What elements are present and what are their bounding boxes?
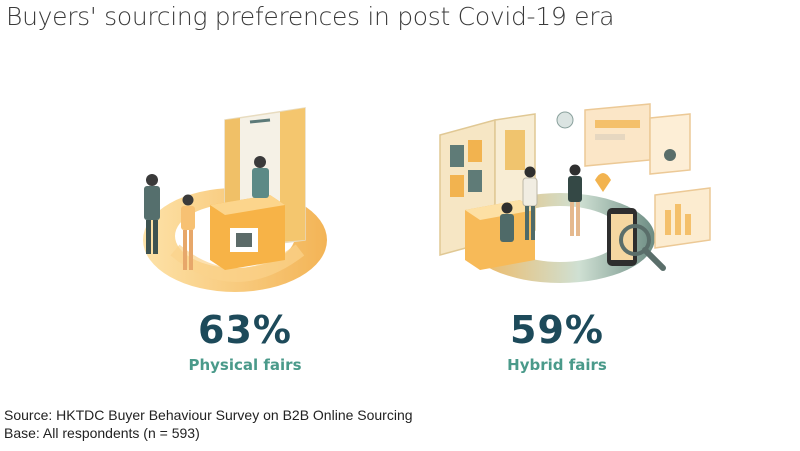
stat-label: Physical fairs bbox=[188, 356, 302, 374]
stat-physical-fairs: 63% Physical fairs bbox=[150, 310, 340, 374]
page-title: Buyers' sourcing preferences in post Cov… bbox=[6, 2, 615, 31]
footer-notes: Source: HKTDC Buyer Behaviour Survey on … bbox=[4, 406, 413, 442]
stat-hybrid-fairs: 59% Hybrid fairs bbox=[462, 310, 652, 374]
source-note: Source: HKTDC Buyer Behaviour Survey on … bbox=[4, 407, 413, 423]
physical-fair-illustration bbox=[143, 107, 327, 292]
hybrid-fair-illustration bbox=[439, 103, 711, 283]
stat-value: 63% bbox=[198, 308, 292, 352]
stat-label: Hybrid fairs bbox=[507, 356, 607, 374]
base-note: Base: All respondents (n = 593) bbox=[4, 425, 200, 441]
stat-value: 59% bbox=[510, 308, 604, 352]
